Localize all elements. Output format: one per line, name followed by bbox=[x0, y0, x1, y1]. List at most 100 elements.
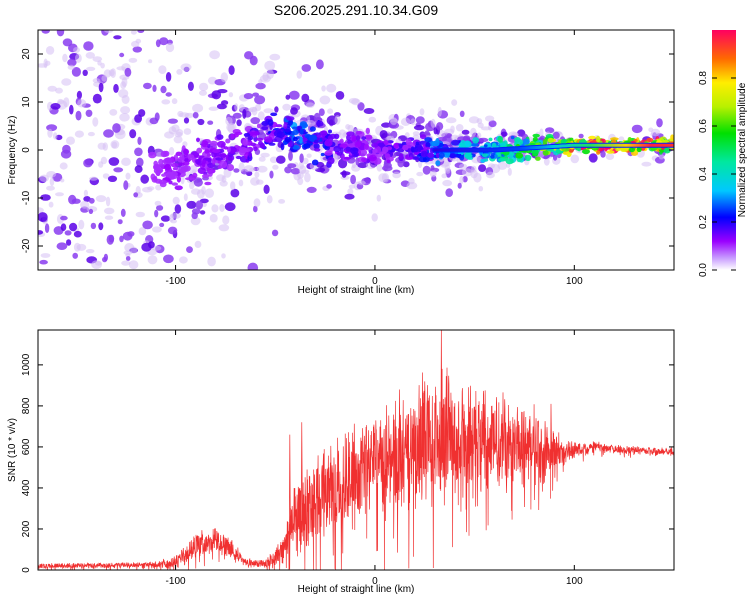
spectrogram-cell bbox=[253, 205, 258, 213]
spectrogram-cell bbox=[670, 134, 674, 140]
spectrogram-cell bbox=[254, 171, 260, 178]
spectrogram-cell bbox=[164, 163, 172, 171]
spectrogram-cell bbox=[292, 145, 300, 150]
spectrogram-cell bbox=[377, 142, 386, 147]
spectrogram-cell bbox=[38, 212, 48, 222]
spectrogram-cell bbox=[397, 158, 405, 168]
spectrogram-cell bbox=[109, 109, 118, 116]
spectrogram-x-label: Height of straight line (km) bbox=[298, 285, 415, 296]
spectrogram-cell bbox=[177, 110, 184, 118]
spectrogram-cell bbox=[55, 87, 63, 94]
spectrogram-cell bbox=[121, 260, 131, 266]
spectrogram-cell bbox=[486, 171, 495, 179]
spectrogram-cell bbox=[646, 137, 654, 143]
spectrogram-cell bbox=[510, 135, 515, 140]
colorbar-ticks: 0.0 0.2 0.4 0.6 0.8 bbox=[698, 71, 736, 277]
spectrogram-cell bbox=[88, 197, 95, 204]
spectrogram-cell bbox=[339, 138, 344, 145]
spectrogram-cell bbox=[420, 150, 428, 158]
spectrogram-cell bbox=[357, 162, 369, 169]
spectrogram-cell bbox=[641, 161, 652, 167]
spectrogram-cell bbox=[437, 106, 442, 117]
spectrogram-cell bbox=[171, 182, 178, 186]
spectrogram-cell bbox=[216, 134, 224, 140]
spectrogram-cell bbox=[192, 172, 198, 179]
spectrogram-cell bbox=[306, 186, 317, 193]
spectrogram-cell bbox=[38, 230, 44, 235]
spectrogram-cell bbox=[256, 165, 268, 173]
spectrogram-cell bbox=[321, 137, 327, 141]
spectrogram-cell bbox=[141, 242, 152, 252]
spectrogram-cell bbox=[119, 52, 125, 58]
spectrogram-cell bbox=[285, 94, 291, 100]
spectrogram-cell bbox=[60, 215, 68, 221]
spectrogram-cell bbox=[253, 198, 261, 208]
spectrogram-cell bbox=[264, 60, 276, 71]
spectrogram-cell bbox=[148, 59, 153, 64]
spectrogram-cell bbox=[243, 132, 251, 137]
spectrogram-cell bbox=[347, 143, 356, 148]
spectrogram-cell bbox=[149, 117, 159, 125]
spectrogram-cell bbox=[386, 140, 394, 144]
spectrogram-cell bbox=[402, 161, 410, 168]
spectrogram-cell bbox=[209, 213, 218, 223]
spectrogram-cell bbox=[103, 30, 114, 33]
spectrogram-cell bbox=[168, 147, 175, 156]
spectrogram-cell bbox=[67, 58, 77, 67]
spectrogram-cell bbox=[167, 226, 178, 235]
spectrogram-cell bbox=[48, 201, 54, 208]
spectrogram-cell bbox=[461, 129, 470, 135]
spectrogram-cell bbox=[347, 188, 354, 196]
spectrogram-cell bbox=[415, 141, 420, 146]
spectrogram-cell bbox=[98, 161, 104, 168]
spectrogram-cell bbox=[357, 180, 366, 186]
spectrogram-cell bbox=[419, 108, 425, 116]
spectrogram-cell bbox=[201, 140, 209, 148]
spectrogram-cell bbox=[47, 128, 53, 138]
spectrogram-cell bbox=[449, 153, 457, 159]
spectrogram-cell bbox=[107, 175, 118, 182]
y-tick-label: 0 bbox=[21, 567, 32, 573]
spectrogram-cell bbox=[663, 147, 671, 154]
spectrogram-cell bbox=[319, 95, 331, 105]
spectrogram-cell bbox=[47, 101, 53, 111]
y-tick-label: 200 bbox=[21, 520, 32, 537]
spectrogram-cell bbox=[313, 139, 319, 144]
spectrogram-cell bbox=[350, 135, 357, 142]
spectrogram-cell bbox=[247, 136, 254, 141]
spectrogram-cell bbox=[209, 140, 218, 147]
spectrogram-cell bbox=[304, 172, 311, 183]
y-tick-label: 800 bbox=[21, 397, 32, 414]
spectrogram-cell bbox=[435, 152, 441, 158]
spectrogram-cell bbox=[49, 177, 55, 186]
spectrogram-cell bbox=[635, 137, 640, 144]
spectrogram-cell bbox=[209, 50, 221, 60]
spectrogram-cell bbox=[636, 146, 642, 153]
spectrogram-cell bbox=[132, 46, 142, 53]
spectrogram-cell bbox=[248, 151, 252, 158]
spectrogram-cell bbox=[105, 196, 111, 207]
spectrogram-cell bbox=[283, 122, 288, 130]
spectrogram-cell bbox=[335, 91, 345, 100]
spectrogram-cell bbox=[207, 169, 213, 175]
spectrogram-cell bbox=[272, 164, 279, 170]
spectrogram-cell bbox=[442, 179, 453, 187]
spectrogram-cell bbox=[161, 173, 167, 177]
spectrogram-cell bbox=[155, 184, 162, 191]
spectrogram-cell bbox=[290, 107, 298, 115]
spectrogram-cell bbox=[187, 81, 194, 92]
spectrogram-cell bbox=[507, 167, 512, 176]
spectrogram-cell bbox=[328, 129, 332, 134]
spectrogram-cell bbox=[163, 150, 170, 157]
spectrogram-cell bbox=[472, 137, 480, 144]
spectrogram-cell bbox=[95, 195, 107, 203]
spectrogram-cell bbox=[156, 205, 164, 211]
spectrogram-cell bbox=[134, 147, 143, 157]
spectrogram-cell bbox=[529, 142, 536, 146]
spectrogram-cell bbox=[400, 117, 411, 127]
spectrogram-cell bbox=[384, 153, 391, 159]
spectrogram-cell bbox=[98, 222, 104, 231]
spectrogram-cell bbox=[85, 109, 93, 118]
spectrogram-cell bbox=[113, 83, 119, 93]
spectrogram-cell bbox=[159, 222, 165, 228]
